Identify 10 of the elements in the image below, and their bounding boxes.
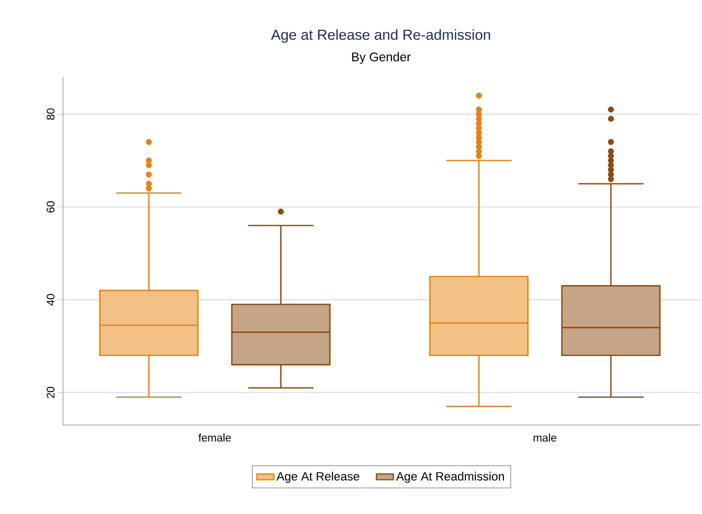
y-tick-label: 60 <box>46 201 54 212</box>
x-tick-label: male <box>534 434 556 442</box>
legend-label: Age At Release <box>276 472 360 483</box>
y-tick-label: 40 <box>46 294 54 306</box>
y-tick-label: 20 <box>46 386 54 398</box>
y-tick-label: 80 <box>46 108 54 120</box>
legend-label: Age At Readmission <box>396 472 504 483</box>
chart-subtitle: By Gender <box>352 52 411 64</box>
chart-title: Age at Release and Re-admission <box>271 29 490 43</box>
x-tick-label: female <box>198 434 231 442</box>
